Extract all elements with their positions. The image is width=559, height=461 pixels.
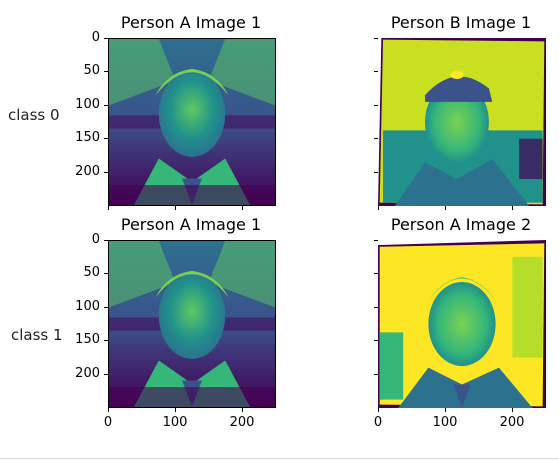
ytick-mark bbox=[374, 340, 378, 341]
ytick-label: 100 bbox=[75, 97, 100, 112]
image-panel-top-left bbox=[108, 38, 276, 206]
ytick-mark bbox=[104, 138, 108, 139]
image-panel-bottom-left bbox=[108, 240, 276, 408]
xtick-mark bbox=[175, 408, 176, 412]
ytick-mark bbox=[104, 240, 108, 241]
xtick-mark bbox=[108, 206, 109, 210]
image-panel-bottom-right bbox=[378, 240, 546, 408]
panel-title-bottom-left: Person A Image 1 bbox=[120, 215, 262, 234]
xtick-label: 0 bbox=[373, 415, 383, 430]
ytick-label: 0 bbox=[91, 30, 100, 45]
ytick-label: 100 bbox=[75, 299, 100, 314]
face-image-b1 bbox=[378, 38, 546, 206]
ytick-mark bbox=[104, 71, 108, 72]
ytick-mark bbox=[374, 172, 378, 173]
xtick-mark bbox=[378, 206, 379, 210]
row-label-class-0: class 0 bbox=[8, 106, 60, 124]
xtick-mark bbox=[242, 206, 243, 210]
ytick-mark bbox=[104, 340, 108, 341]
face-image-a2 bbox=[378, 240, 546, 408]
ytick-label: 50 bbox=[83, 63, 100, 78]
xtick-label: 100 bbox=[432, 415, 458, 430]
ytick-mark bbox=[104, 105, 108, 106]
xtick-label: 200 bbox=[229, 415, 255, 430]
face-image-a1 bbox=[109, 39, 275, 205]
ytick-mark bbox=[374, 105, 378, 106]
panel-title-bottom-right: Person A Image 2 bbox=[390, 215, 532, 234]
ytick-mark bbox=[104, 273, 108, 274]
ytick-mark bbox=[374, 240, 378, 241]
xtick-label: 0 bbox=[103, 415, 113, 430]
ytick-mark bbox=[374, 374, 378, 375]
panel-title-top-left: Person A Image 1 bbox=[120, 13, 262, 32]
window-bottom-border bbox=[0, 458, 559, 459]
xtick-mark bbox=[512, 408, 513, 412]
xtick-mark bbox=[175, 206, 176, 210]
ytick-mark bbox=[104, 172, 108, 173]
ytick-mark bbox=[104, 38, 108, 39]
ytick-label: 150 bbox=[75, 130, 100, 145]
ytick-mark bbox=[374, 273, 378, 274]
ytick-label: 150 bbox=[75, 332, 100, 347]
xtick-mark bbox=[445, 408, 446, 412]
ytick-label: 50 bbox=[83, 265, 100, 280]
xtick-mark bbox=[108, 408, 109, 412]
ytick-mark bbox=[374, 138, 378, 139]
ytick-mark bbox=[374, 307, 378, 308]
row-label-class-1: class 1 bbox=[11, 326, 63, 344]
xtick-label: 100 bbox=[162, 415, 188, 430]
ytick-label: 200 bbox=[75, 164, 100, 179]
ytick-mark bbox=[374, 71, 378, 72]
ytick-mark bbox=[104, 374, 108, 375]
ytick-label: 200 bbox=[75, 366, 100, 381]
ytick-label: 0 bbox=[91, 232, 100, 247]
xtick-label: 200 bbox=[499, 415, 525, 430]
image-panel-top-right bbox=[378, 38, 546, 206]
ytick-mark bbox=[374, 38, 378, 39]
face-image-a1-copy bbox=[109, 241, 275, 407]
xtick-mark bbox=[512, 206, 513, 210]
panel-title-top-right: Person B Image 1 bbox=[390, 13, 532, 32]
ytick-mark bbox=[104, 307, 108, 308]
xtick-mark bbox=[445, 206, 446, 210]
xtick-mark bbox=[242, 408, 243, 412]
xtick-mark bbox=[378, 408, 379, 412]
